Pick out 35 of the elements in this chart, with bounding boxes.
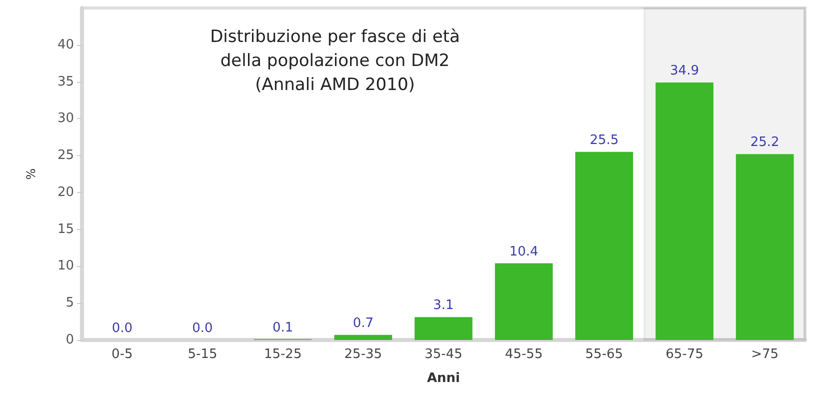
x-tick-label: 45-55 — [504, 347, 543, 362]
y-tick-label: 35 — [57, 74, 74, 90]
y-tick-label: 15 — [57, 222, 74, 237]
x-axis-title: Anni — [426, 371, 460, 386]
data-label: 34.9 — [670, 64, 699, 79]
x-tick-label: 55-65 — [585, 347, 624, 362]
bar — [494, 263, 553, 340]
data-label: 25.5 — [590, 132, 619, 148]
data-label: 25.2 — [750, 135, 780, 150]
y-tick-label: 5 — [66, 296, 74, 311]
data-label: 3.1 — [433, 298, 454, 314]
y-tick-label: 10 — [57, 258, 74, 274]
bar — [736, 154, 794, 340]
x-tick-label: 0-5 — [112, 347, 133, 362]
data-label: 0.0 — [192, 321, 213, 336]
bar — [334, 334, 392, 340]
x-tick-label: 25-35 — [344, 347, 382, 362]
text: Distribuzione per fasce di età della popolazione con DM2 (Annali AMD 2010) — [210, 27, 460, 95]
y-tick-label: 25 — [57, 148, 74, 164]
data-label: 0.0 — [112, 321, 133, 336]
data-label: 10.4 — [509, 244, 538, 260]
y-tick-label: 0 — [66, 332, 74, 348]
y-tick-label: 40 — [57, 37, 74, 52]
data-label: 0.1 — [272, 320, 294, 336]
x-tick-label: 65-75 — [666, 347, 704, 362]
y-axis-title: % — [24, 168, 38, 180]
y-tick-label: 20 — [57, 184, 74, 200]
bar — [575, 152, 634, 340]
data-label: 0.7 — [352, 316, 374, 331]
x-tick-label: 15-25 — [264, 347, 302, 362]
bar — [414, 317, 472, 340]
x-tick-label: 5-15 — [188, 347, 218, 362]
x-tick-label: >75 — [751, 347, 779, 362]
y-tick-label: 30 — [57, 111, 74, 126]
x-tick-label: 35-45 — [424, 347, 462, 362]
